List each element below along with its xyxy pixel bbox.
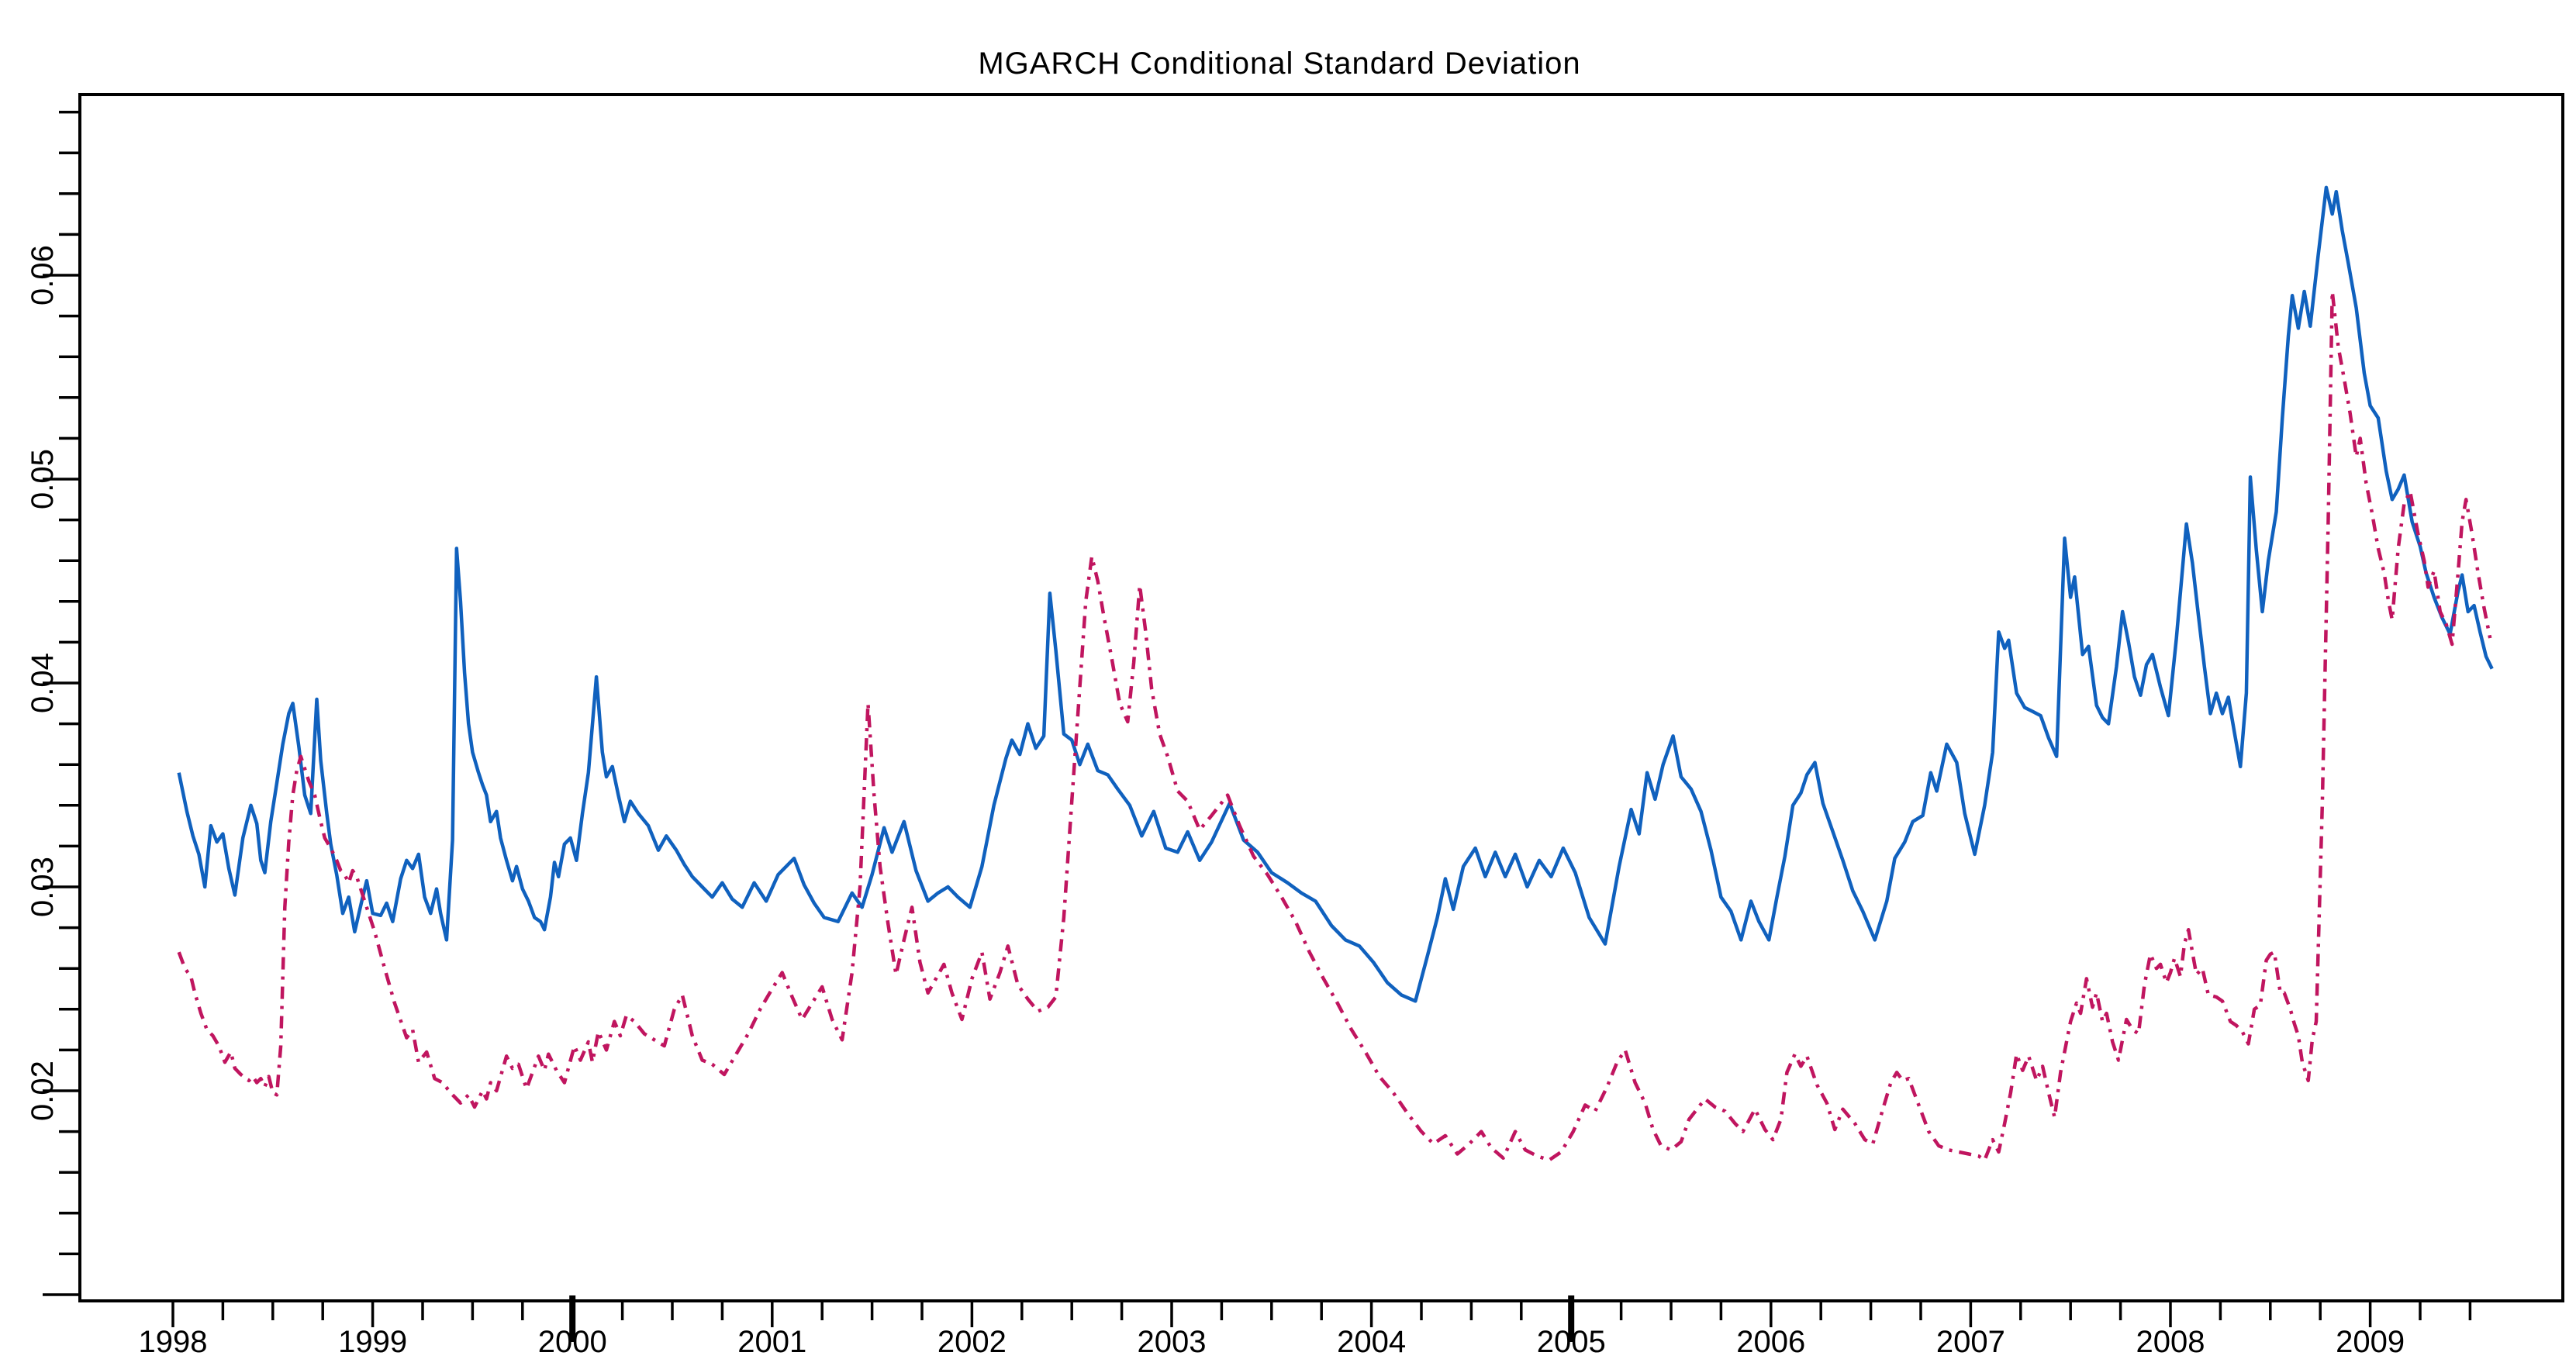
y-tick-label: 0.06 (26, 245, 60, 305)
x-tick-label: 2002 (938, 1325, 1007, 1359)
chart-title: MGARCH Conditional Standard Deviation (978, 47, 1580, 81)
x-axis-bold-tick (1568, 1295, 1575, 1342)
conditional-sd-series-2-line (177, 289, 2492, 1162)
series-layer (177, 185, 2494, 1162)
x-tick-label: 2004 (1337, 1325, 1406, 1359)
axes-layer: 0.02 0.03 0.04 0.05 0.06 1998 1999 2000 2001 2002… (26, 93, 2564, 1359)
x-tick-label: 2009 (2336, 1325, 2405, 1359)
conditional-sd-series-1-line (177, 185, 2494, 1003)
plot-frame (78, 93, 2564, 1302)
x-tick-label: 2006 (1736, 1325, 1805, 1359)
x-tick-label: 2008 (2136, 1325, 2205, 1359)
y-tick-label: 0.04 (26, 653, 60, 713)
y-tick-label: 0.02 (26, 1061, 60, 1121)
x-axis-bold-tick (569, 1295, 576, 1342)
x-tick-label: 2001 (737, 1325, 806, 1359)
x-tick-label: 1999 (338, 1325, 407, 1359)
x-tick-label: 2000 (538, 1325, 607, 1359)
y-tick-label: 0.05 (26, 449, 60, 509)
y-tick-label: 0.03 (26, 857, 60, 917)
x-tick-label: 2007 (1936, 1325, 2005, 1359)
x-tick-label: 2005 (1537, 1325, 1606, 1359)
x-tick-label: 2003 (1138, 1325, 1207, 1359)
x-tick-label: 1998 (139, 1325, 208, 1359)
